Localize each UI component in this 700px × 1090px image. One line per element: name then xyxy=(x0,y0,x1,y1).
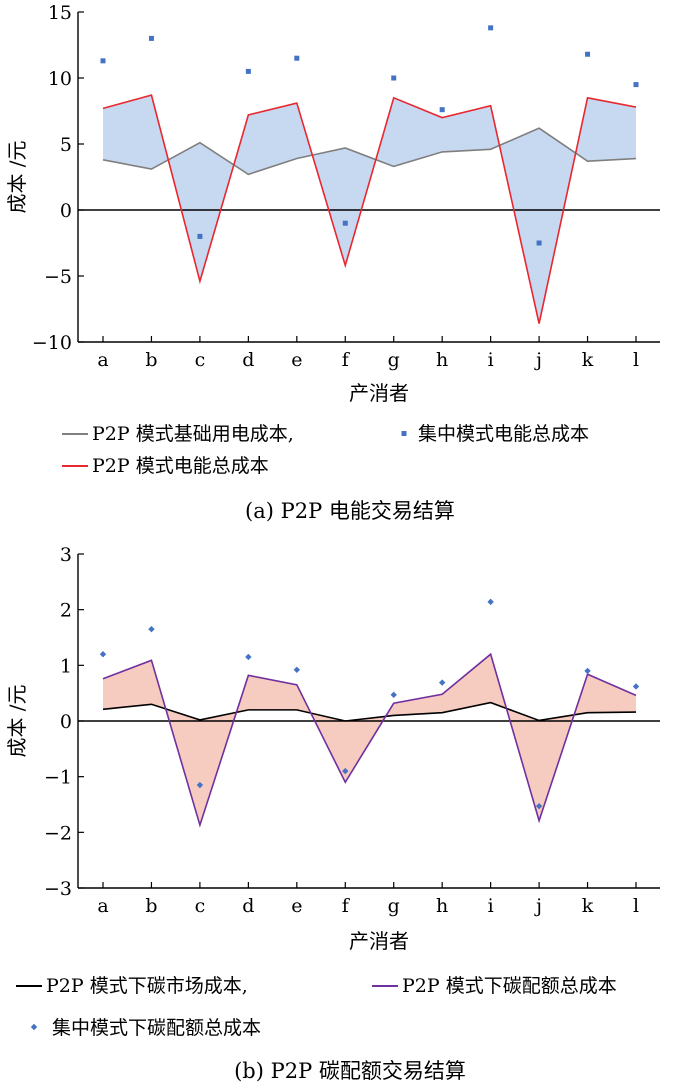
x-tick-label: c xyxy=(195,895,206,917)
scatter-point xyxy=(99,651,107,658)
scatter-point xyxy=(148,625,155,633)
y-tick-label: 15 xyxy=(48,2,72,24)
x-axis-label: 产消者 xyxy=(349,929,409,953)
scatter-point xyxy=(632,683,640,690)
x-tick-label: e xyxy=(291,895,302,917)
y-tick-label: 0 xyxy=(60,711,72,733)
chart-caption: (b) P2P 碳配额交易结算 xyxy=(234,1059,466,1083)
x-tick-label: f xyxy=(342,349,351,371)
x-tick-label: h xyxy=(436,895,448,917)
legend-label-central: 集中模式下碳配额总成本 xyxy=(52,1017,261,1039)
scatter-point xyxy=(293,666,301,673)
y-tick-label: 3 xyxy=(60,544,72,566)
scatter-point xyxy=(342,220,348,226)
scatter-point xyxy=(197,233,203,239)
scatter-point xyxy=(439,107,445,113)
scatter-point xyxy=(245,653,252,661)
x-tick-label: l xyxy=(633,895,639,917)
legend-label-base: P2P 模式下碳市场成本, xyxy=(46,975,248,997)
chart-caption: (a) P2P 电能交易结算 xyxy=(245,499,455,523)
y-tick-label: −5 xyxy=(44,266,72,288)
scatter-point xyxy=(294,55,300,61)
scatter-point xyxy=(390,691,397,699)
y-axis-label: 成本 /元 xyxy=(5,140,29,213)
legend-label-central: 集中模式电能总成本 xyxy=(418,423,589,445)
scatter-point xyxy=(391,75,397,81)
x-tick-label: d xyxy=(242,349,254,371)
y-tick-label: 10 xyxy=(48,68,72,90)
legend-label-total: P2P 模式电能总成本 xyxy=(92,455,269,477)
legend-label-base: P2P 模式基础用电成本, xyxy=(92,423,294,445)
legend: P2P 模式基础用电成本, 集中模式电能总成本 P2P 模式电能总成本 xyxy=(62,423,589,477)
scatter-point xyxy=(585,51,591,57)
scatter-point xyxy=(438,679,446,686)
x-tick-label: k xyxy=(582,349,594,371)
scatter-point xyxy=(536,240,542,246)
x-tick-label: c xyxy=(195,349,206,371)
scatter-point xyxy=(584,667,591,675)
legend-swatch-central xyxy=(401,431,407,436)
y-tick-label: 0 xyxy=(60,200,72,222)
legend-swatch-central xyxy=(30,1023,38,1031)
x-tick-label: e xyxy=(291,349,302,371)
scatter-point xyxy=(535,802,543,810)
series-line-base xyxy=(102,127,637,176)
x-tick-label: a xyxy=(97,349,108,371)
series-line-total xyxy=(102,652,637,828)
y-tick-label: −2 xyxy=(44,822,72,844)
scatter-point xyxy=(148,35,154,41)
x-tick-label: g xyxy=(388,895,400,917)
shaded-area xyxy=(103,654,636,826)
x-tick-label: g xyxy=(388,349,400,371)
chart-panel-b: −3 −2 −1 0 1 2 3 a b c d e f g h i j k l 产消者 成本 /元 P2P 模式下碳市场… xyxy=(5,544,660,1083)
scatter-point xyxy=(342,767,349,775)
scatter-point xyxy=(488,25,494,31)
scatter-point xyxy=(196,781,204,789)
x-tick-label: a xyxy=(97,895,108,917)
x-tick-label: j xyxy=(534,349,542,371)
scatter-point xyxy=(487,598,494,606)
y-axis-label: 成本 /元 xyxy=(5,684,29,757)
x-tick-label: d xyxy=(242,895,254,917)
x-tick-label: l xyxy=(633,349,639,371)
x-tick-label: i xyxy=(488,349,494,371)
shaded-area xyxy=(103,95,636,324)
y-tick-label: −1 xyxy=(44,767,72,789)
series-line-base xyxy=(102,701,637,722)
y-tick-label: 2 xyxy=(60,600,72,622)
scatter-point xyxy=(633,82,639,88)
x-axis-label: 产消者 xyxy=(349,381,409,405)
x-tick-label: f xyxy=(342,895,351,917)
y-tick-label: −3 xyxy=(44,878,72,900)
x-tick-label: b xyxy=(145,895,157,917)
series-line-total xyxy=(102,94,637,324)
legend-label-total: P2P 模式下碳配额总成本 xyxy=(402,975,617,997)
x-tick-label: h xyxy=(436,349,448,371)
y-tick-label: 1 xyxy=(60,655,72,677)
x-tick-label: b xyxy=(145,349,157,371)
y-tick-label: −10 xyxy=(32,332,72,354)
scatter-point xyxy=(245,68,251,74)
chart-panel-a: −10 −5 0 5 10 15 a b c d e f g h i j k l 产消者 成本 /元 P2P 模式基础用… xyxy=(5,2,660,523)
x-tick-label: j xyxy=(534,895,542,917)
x-tick-label: i xyxy=(488,895,494,917)
y-tick-label: 5 xyxy=(60,134,72,156)
scatter-point xyxy=(100,58,106,64)
x-tick-label: k xyxy=(582,895,594,917)
